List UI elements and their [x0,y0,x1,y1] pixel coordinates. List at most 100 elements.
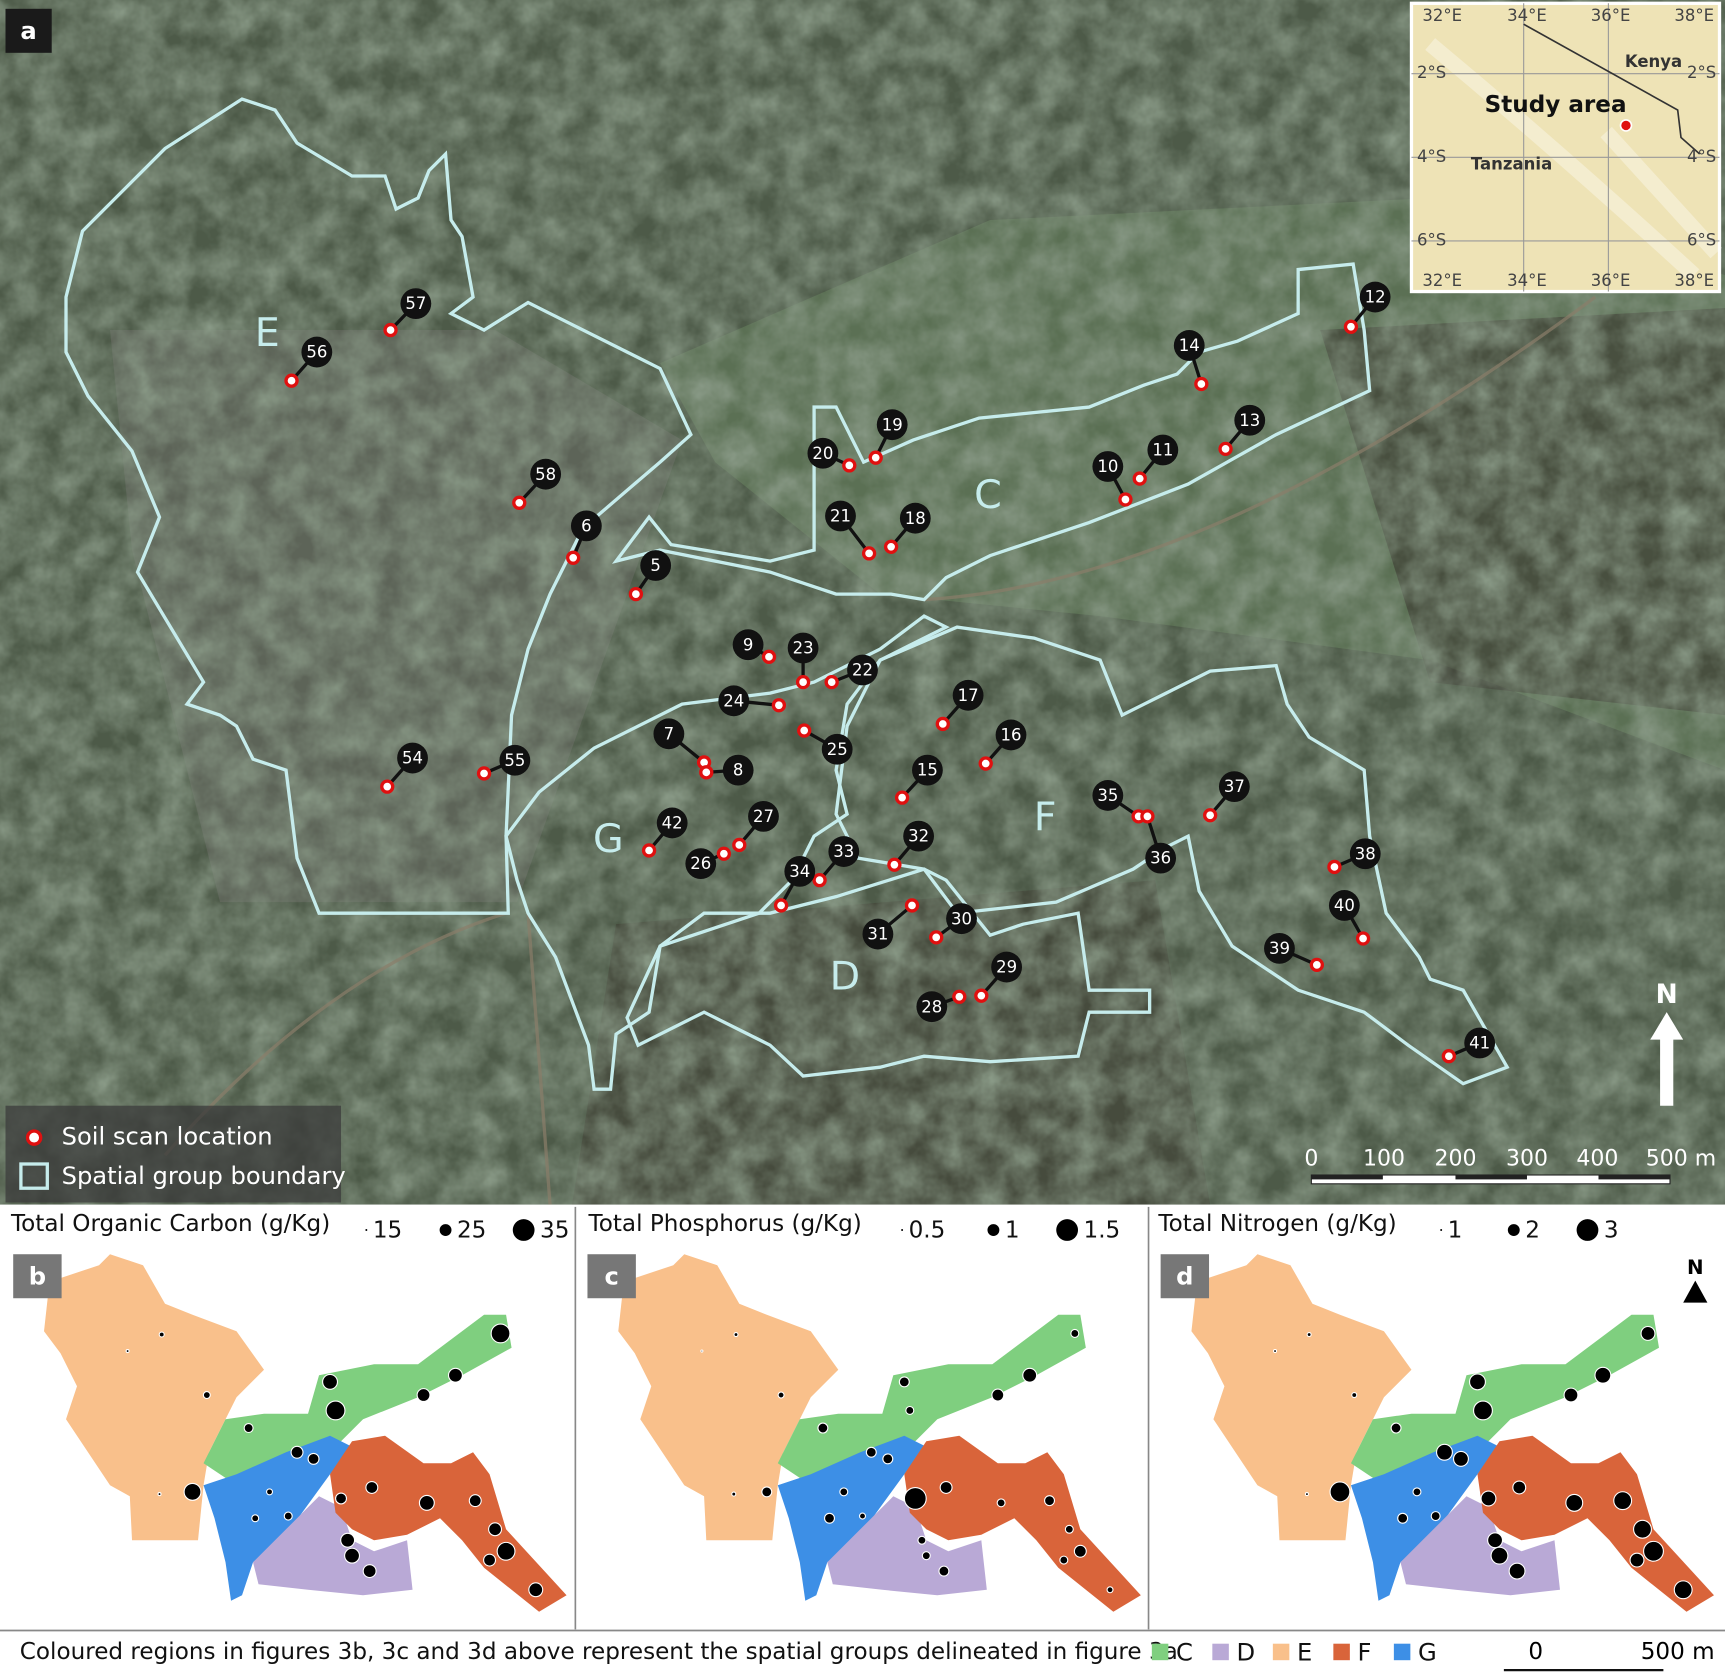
data-dot [1565,1493,1584,1512]
data-dot [1640,1325,1656,1341]
site-label: 28 [921,997,942,1016]
size-legend-label: 1 [1448,1218,1463,1244]
data-dot [157,1492,162,1497]
site-badge [1234,404,1266,436]
panel-letter: a [20,17,36,45]
site-marker [797,723,812,738]
inset-map [1409,1,1722,294]
north-arrow [1683,1280,1708,1303]
inset-lat-label: 2°S [1417,63,1446,82]
site-label: 12 [1365,288,1386,307]
size-legend-label: 0.5 [909,1218,946,1244]
site-marker [1118,492,1133,507]
caption: Coloured regions in figures 3b, 3c and 3… [20,1639,1178,1665]
scale-bar [1310,1174,1671,1185]
data-dot [839,1487,849,1497]
site-badge [570,510,602,542]
region-f [330,1435,567,1612]
data-dot [858,1512,867,1520]
data-dot [251,1514,260,1523]
site-marker [795,674,811,690]
site-badge [1349,838,1381,870]
data-dot [1304,1492,1309,1497]
site-badge [952,679,984,711]
scale-label: 400 [1576,1147,1618,1172]
site-badge [787,632,819,664]
data-dot [1351,1392,1358,1399]
data-dot [733,1332,739,1338]
data-dot [1044,1495,1056,1507]
site-marker [512,495,527,510]
data-dot [1469,1373,1486,1391]
size-legend-dot [901,1229,904,1232]
data-dot [1306,1332,1312,1338]
region-swatch [1212,1643,1229,1661]
data-dot [283,1511,293,1521]
site-marker [761,649,777,664]
data-dot [496,1541,516,1561]
site-badge [807,437,839,469]
site-badge [828,836,860,867]
site-badge [784,855,816,887]
data-dot [528,1582,544,1598]
region-label: F [1034,794,1057,840]
north-label: N [1687,1256,1704,1279]
data-dot [202,1391,211,1400]
data-dot [991,1388,1005,1402]
size-legend-label: 2 [1525,1218,1540,1244]
site-marker [868,450,883,465]
site-label: 35 [1097,786,1118,805]
site-badge [301,336,333,368]
data-dot [1480,1490,1497,1507]
site-badge [1147,434,1179,466]
site-badge [640,550,672,581]
site-marker [1309,957,1325,973]
data-dot [1390,1422,1402,1434]
inset-lon-label: 34°E [1507,271,1547,290]
site-label: 56 [306,343,327,362]
data-dot [1073,1544,1087,1558]
north-label: N [1656,979,1678,1010]
site-badge [1092,451,1124,482]
data-dot [1563,1387,1579,1403]
data-dot [731,1491,737,1497]
site-badge [1092,780,1124,811]
region-swatch [1333,1643,1350,1661]
site-label: 8 [733,761,743,780]
data-dot [1633,1519,1652,1539]
size-legend-label: 25 [457,1218,486,1244]
size-legend-dot [365,1229,368,1232]
site-badge [1464,1027,1496,1059]
region-f [1477,1435,1714,1612]
site-badge [1173,330,1205,361]
boundary-d [625,867,1152,1078]
site-marker [904,898,920,913]
site-marker [935,716,950,732]
size-legend-label: 1 [1005,1218,1020,1244]
data-dot [898,1376,910,1388]
region-c [777,1314,1086,1486]
region-legend-label: E [1297,1639,1312,1667]
data-dot [1435,1443,1453,1461]
data-dot [362,1564,377,1579]
country-label: Kenya [1625,52,1682,71]
region-g [1350,1435,1500,1601]
site-label: 36 [1150,849,1171,868]
small-maps: b Total Organic Carbon (g/Kg) 15 25 35 c Total… [10,1211,1714,1612]
region-legend-label: G [1418,1639,1437,1667]
data-dot [1452,1450,1469,1467]
site-badge [732,629,764,661]
data-dot [1613,1491,1633,1511]
site-label: 58 [535,465,556,484]
site-label: 20 [812,444,833,463]
size-legend-dot [987,1224,1000,1236]
inset-labels: 32°E 32°E 34°E 34°E 36°E 36°E 38°E 38°E 2°S 2°S 4°… [1417,6,1716,290]
data-dot [125,1349,130,1354]
inset-lon-label: 32°E [1422,6,1462,25]
site-badge [876,409,908,441]
data-dot [1430,1511,1441,1522]
region-swatch [1151,1643,1169,1661]
region-label: G [593,816,624,862]
data-dot [921,1551,931,1561]
scale-label: 500 m [1646,1147,1716,1172]
